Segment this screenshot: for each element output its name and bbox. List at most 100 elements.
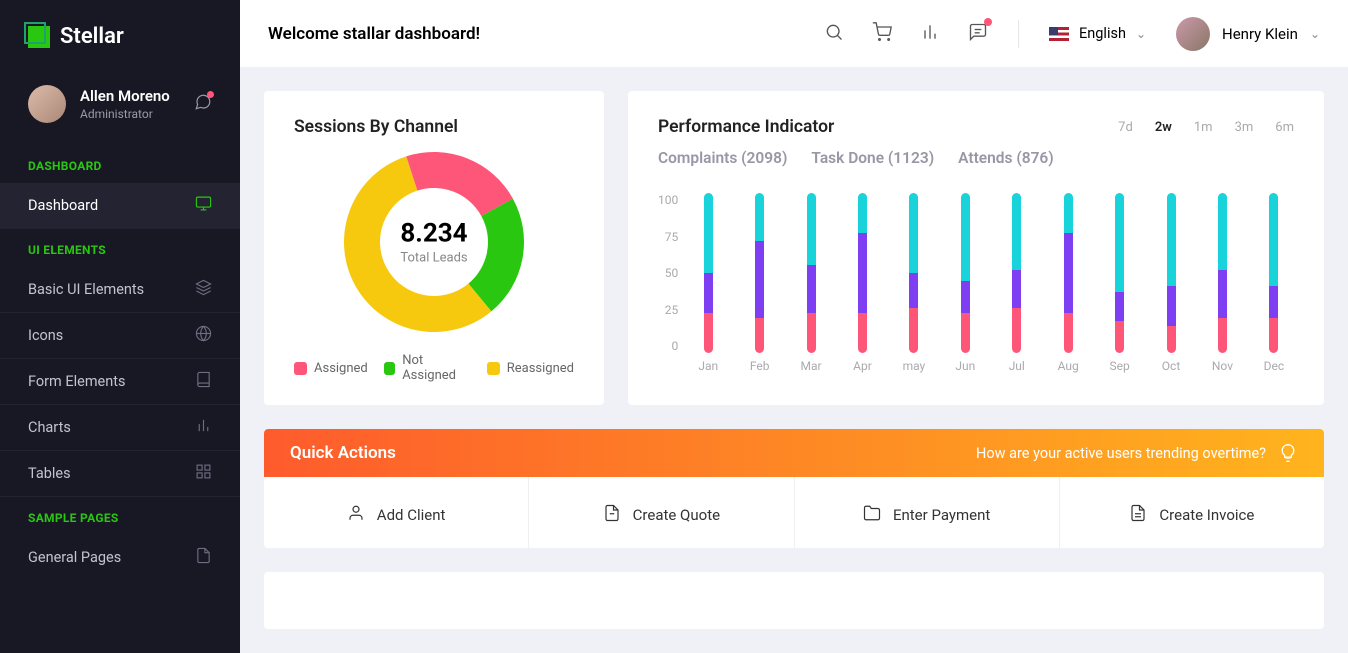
quick-action-enter-payment[interactable]: Enter Payment <box>795 477 1060 548</box>
y-axis: 1007550250 <box>658 193 688 353</box>
quick-action-label: Enter Payment <box>893 506 990 524</box>
chat-icon[interactable] <box>194 93 212 115</box>
nav-section-title: UI ELEMENTS <box>0 229 240 267</box>
quick-actions-header: Quick Actions How are your active users … <box>264 429 1324 477</box>
profile-name: Allen Moreno <box>80 87 180 105</box>
avatar <box>1176 17 1210 51</box>
topbar: Welcome stallar dashboard! <box>240 0 1348 67</box>
legend-item: Reassigned <box>487 353 574 383</box>
layers-icon <box>195 279 212 300</box>
invoice-icon <box>1129 504 1147 526</box>
tabs: Complaints (2098) Task Done (1123) Attends… <box>658 149 1294 167</box>
avatar <box>28 85 66 123</box>
globe-icon <box>195 325 212 346</box>
performance-card: Performance Indicator 7d 2w 1m 3m 6m Complai… <box>628 91 1324 405</box>
chevron-down-icon: ⌄ <box>1136 27 1146 41</box>
bar-chart: Jan Feb Mar Aprmay Jun Jul Aug Sep Oct Nov Dec <box>688 193 1294 373</box>
quick-action-label: Add Client <box>377 506 446 524</box>
bar-col: Jan <box>688 193 728 373</box>
timerange-1m[interactable]: 1m <box>1194 120 1213 135</box>
nav-item-label: Charts <box>28 419 71 436</box>
nav-item-label: Icons <box>28 327 63 344</box>
bar-col: Jun <box>945 193 985 373</box>
nav-item-label: Basic UI Elements <box>28 281 144 298</box>
sidebar-profile[interactable]: Allen Moreno Administrator <box>0 73 240 145</box>
search-icon[interactable] <box>824 22 844 46</box>
quick-actions-card: Quick Actions How are your active users … <box>264 429 1324 548</box>
legend-item: Not Assigned <box>384 353 471 383</box>
card-title: Sessions By Channel <box>294 117 574 137</box>
quick-actions-subtitle: How are your active users trending overt… <box>976 445 1266 462</box>
bar-col: Dec <box>1254 193 1294 373</box>
logo[interactable]: Stellar <box>0 0 240 73</box>
nav-item-label: Dashboard <box>28 197 98 214</box>
sessions-donut-chart: 8.234 Total Leads <box>339 147 529 337</box>
nav-section-title: DASHBOARD <box>0 145 240 183</box>
cart-icon[interactable] <box>872 22 892 46</box>
nav-item-label: Form Elements <box>28 373 125 390</box>
sessions-card: Sessions By Channel 8.234 Total Leads As… <box>264 91 604 405</box>
empty-card <box>264 572 1324 629</box>
timerange: 7d 2w 1m 3m 6m <box>1118 120 1294 135</box>
bar-col: Aug <box>1048 193 1088 373</box>
sidebar-item-form-elements[interactable]: Form Elements <box>0 359 240 405</box>
monitor-icon <box>195 195 212 216</box>
doc-icon <box>603 504 621 526</box>
language-label: English <box>1079 25 1126 42</box>
nav-item-label: Tables <box>28 465 71 482</box>
user-icon <box>347 504 365 526</box>
flag-icon <box>1049 27 1069 41</box>
nav-item-label: General Pages <box>28 549 121 566</box>
quick-action-label: Create Invoice <box>1159 506 1254 524</box>
user-menu[interactable]: Henry Klein ⌄ <box>1176 17 1320 51</box>
welcome-text: Welcome stallar dashboard! <box>268 24 480 44</box>
nav-section-title: SAMPLE PAGES <box>0 497 240 535</box>
sidebar-item-basic-ui-elements[interactable]: Basic UI Elements <box>0 267 240 313</box>
chart-icon[interactable] <box>920 22 940 46</box>
quick-action-create-quote[interactable]: Create Quote <box>529 477 794 548</box>
quick-action-label: Create Quote <box>633 506 720 524</box>
grid-icon <box>195 463 212 484</box>
profile-role: Administrator <box>80 107 180 121</box>
tab[interactable]: Attends (876) <box>958 149 1054 167</box>
donut-total: 8.234 <box>400 219 467 249</box>
legend-item: Assigned <box>294 353 368 383</box>
quick-action-add-client[interactable]: Add Client <box>264 477 529 548</box>
bar-col: Jul <box>997 193 1037 373</box>
tab[interactable]: Complaints (2098) <box>658 149 787 167</box>
barchart-icon <box>195 417 212 438</box>
timerange-2w[interactable]: 2w <box>1155 120 1172 135</box>
tab[interactable]: Task Done (1123) <box>811 149 934 167</box>
bar-col: Sep <box>1100 193 1140 373</box>
sidebar-item-icons[interactable]: Icons <box>0 313 240 359</box>
messages-icon[interactable] <box>968 22 988 46</box>
sidebar-item-dashboard[interactable]: Dashboard <box>0 183 240 229</box>
donut-total-label: Total Leads <box>400 251 467 266</box>
bar-col: Mar <box>791 193 831 373</box>
quick-actions-title: Quick Actions <box>290 443 396 463</box>
bulb-icon <box>1278 443 1298 463</box>
timerange-7d[interactable]: 7d <box>1118 120 1133 135</box>
chevron-down-icon: ⌄ <box>1310 27 1320 41</box>
timerange-3m[interactable]: 3m <box>1235 120 1254 135</box>
legend: Assigned Not Assigned Reassigned <box>294 353 574 383</box>
language-selector[interactable]: English ⌄ <box>1049 25 1146 42</box>
folder-icon <box>863 504 881 526</box>
bar-col: Apr <box>843 193 883 373</box>
logo-icon <box>28 26 50 48</box>
sidebar-item-tables[interactable]: Tables <box>0 451 240 497</box>
sidebar-item-charts[interactable]: Charts <box>0 405 240 451</box>
quick-action-create-invoice[interactable]: Create Invoice <box>1060 477 1324 548</box>
bar-col: Nov <box>1202 193 1242 373</box>
logo-text: Stellar <box>60 24 124 49</box>
book-icon <box>195 371 212 392</box>
card-title: Performance Indicator <box>658 117 834 137</box>
bar-col: may <box>894 193 934 373</box>
bar-col: Feb <box>740 193 780 373</box>
sidebar: Stellar Allen Moreno Administrator DASHB… <box>0 0 240 653</box>
bar-col: Oct <box>1151 193 1191 373</box>
sidebar-item-general-pages[interactable]: General Pages <box>0 535 240 580</box>
timerange-6m[interactable]: 6m <box>1275 120 1294 135</box>
file-icon <box>195 547 212 568</box>
username: Henry Klein <box>1222 25 1298 43</box>
